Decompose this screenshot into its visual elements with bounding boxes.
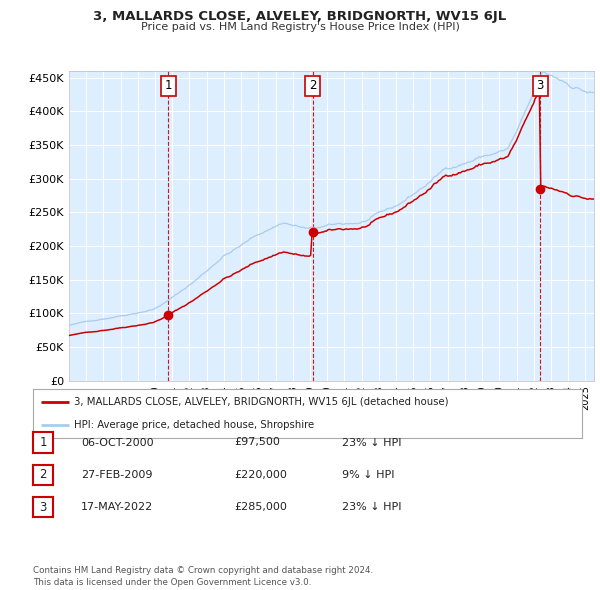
Text: 17-MAY-2022: 17-MAY-2022 <box>81 503 153 512</box>
Text: 23% ↓ HPI: 23% ↓ HPI <box>342 503 401 512</box>
Text: 9% ↓ HPI: 9% ↓ HPI <box>342 470 395 480</box>
Text: 1: 1 <box>40 436 47 449</box>
Text: 3: 3 <box>40 501 47 514</box>
Text: 3, MALLARDS CLOSE, ALVELEY, BRIDGNORTH, WV15 6JL (detached house): 3, MALLARDS CLOSE, ALVELEY, BRIDGNORTH, … <box>74 398 449 408</box>
Text: 3, MALLARDS CLOSE, ALVELEY, BRIDGNORTH, WV15 6JL: 3, MALLARDS CLOSE, ALVELEY, BRIDGNORTH, … <box>94 10 506 23</box>
Text: £285,000: £285,000 <box>234 503 287 512</box>
Text: £97,500: £97,500 <box>234 438 280 447</box>
Text: 3: 3 <box>536 80 544 93</box>
Text: £220,000: £220,000 <box>234 470 287 480</box>
Text: HPI: Average price, detached house, Shropshire: HPI: Average price, detached house, Shro… <box>74 419 314 430</box>
Text: 2: 2 <box>40 468 47 481</box>
Text: 2: 2 <box>309 80 316 93</box>
Text: 06-OCT-2000: 06-OCT-2000 <box>81 438 154 447</box>
Text: 23% ↓ HPI: 23% ↓ HPI <box>342 438 401 447</box>
Text: Price paid vs. HM Land Registry's House Price Index (HPI): Price paid vs. HM Land Registry's House … <box>140 22 460 32</box>
Text: Contains HM Land Registry data © Crown copyright and database right 2024.
This d: Contains HM Land Registry data © Crown c… <box>33 566 373 587</box>
Text: 27-FEB-2009: 27-FEB-2009 <box>81 470 152 480</box>
Text: 1: 1 <box>164 80 172 93</box>
